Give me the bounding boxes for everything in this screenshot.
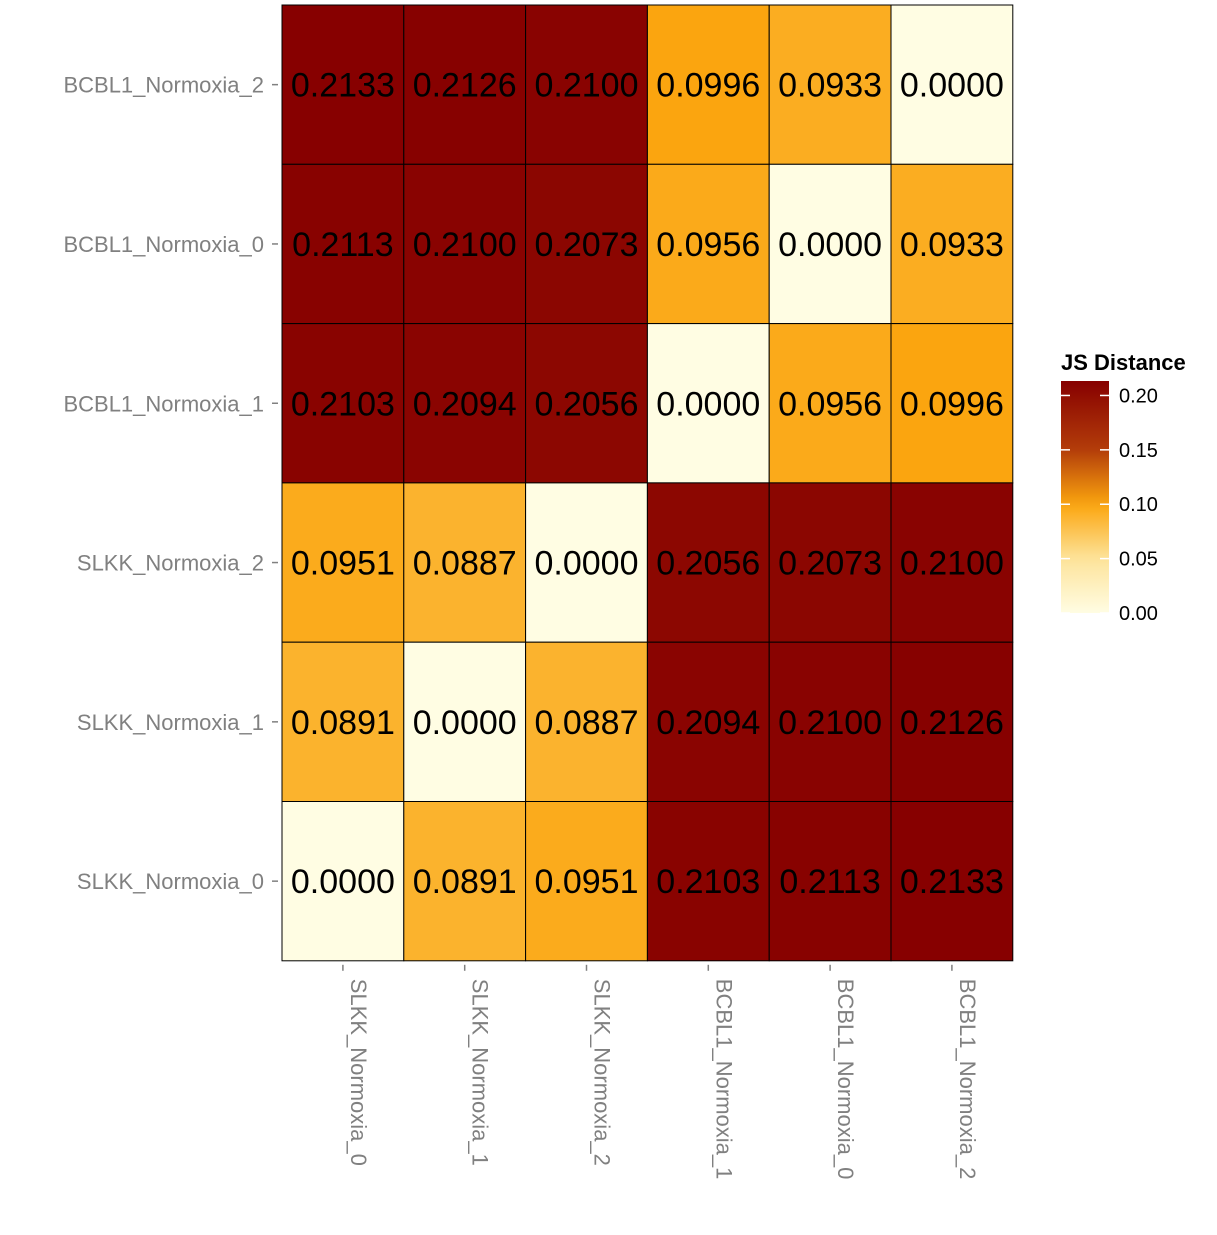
cell-value-label: 0.2126: [900, 704, 1004, 742]
color-legend: JS Distance 0.00 0.05 0.10 0.15 0.20: [1061, 350, 1186, 625]
heatmap-cell: [768, 801, 892, 962]
heatmap-cell: [281, 641, 405, 803]
heatmap-cell: [890, 4, 1014, 165]
y-tick-label: BCBL1_Normoxia_0: [63, 232, 264, 257]
cell-value-label: 0.0000: [535, 545, 639, 583]
heatmap-cell: [890, 323, 1014, 484]
cell-value-label: 0.2100: [778, 704, 882, 742]
heatmap-cell: [403, 323, 527, 484]
legend-tick-label: 0.20: [1119, 385, 1158, 407]
cell-value-label: 0.2056: [656, 545, 760, 583]
cell-value-label: 0.0933: [900, 226, 1004, 264]
cell-value-label: 0.2056: [535, 385, 639, 423]
heatmap-cell: [890, 801, 1014, 962]
legend-colorbar: [1061, 381, 1109, 613]
y-tick-label: SLKK_Normoxia_1: [77, 710, 264, 735]
cell-value-label: 0.2126: [413, 67, 517, 105]
heatmap-cell: [768, 4, 892, 165]
cell-value-label: 0.0956: [778, 385, 882, 423]
cell-value-label: 0.0000: [656, 385, 760, 423]
legend-tick-label: 0.00: [1119, 603, 1158, 625]
heatmap-cell-labels: 0.2133 0.2126 0.2100 0.0996 0.0933 0.0000 0.21…: [291, 67, 1004, 902]
heatmap-cell: [281, 323, 405, 484]
x-tick-label: SLKK_Normoxia_0: [346, 979, 371, 1166]
cell-value-label: 0.0891: [413, 863, 517, 901]
heatmap-cell: [646, 323, 770, 484]
cell-value-label: 0.2094: [656, 704, 760, 742]
cell-value-label: 0.0891: [291, 704, 395, 742]
cell-value-label: 0.2113: [779, 863, 880, 901]
x-tick-label: SLKK_Normoxia_1: [468, 979, 493, 1166]
cell-value-label: 0.2073: [535, 226, 639, 264]
cell-value-label: 0.0887: [413, 545, 517, 583]
cell-value-label: 0.2100: [535, 67, 639, 105]
x-tick-label: SLKK_Normoxia_2: [590, 979, 615, 1166]
heatmap-cell: [768, 323, 892, 484]
y-tick-label: SLKK_Normoxia_0: [77, 869, 264, 894]
cell-value-label: 0.2113: [292, 226, 393, 264]
heatmap-cell: [646, 641, 770, 803]
cell-value-label: 0.0996: [900, 385, 1004, 423]
y-tick-label: SLKK_Normoxia_2: [77, 551, 264, 576]
legend-title: JS Distance: [1061, 350, 1186, 375]
heatmap-cell: [768, 482, 892, 643]
heatmap-cell: [646, 4, 770, 165]
cell-value-label: 0.2100: [900, 545, 1004, 583]
cell-value-label: 0.2103: [291, 385, 395, 423]
cell-value-label: 0.0000: [291, 863, 395, 901]
heatmap-cell: [525, 641, 648, 803]
heatmap-cells: [281, 4, 1014, 962]
heatmap-cell: [403, 482, 527, 643]
cell-value-label: 0.0951: [535, 863, 639, 901]
heatmap-cell: [525, 482, 648, 643]
cell-value-label: 0.0956: [656, 226, 760, 264]
y-axis: BCBL1_Normoxia_2 BCBL1_Normoxia_0 BCBL1_No…: [63, 73, 278, 894]
x-tick-label: BCBL1_Normoxia_2: [955, 979, 980, 1180]
cell-value-label: 0.2133: [900, 863, 1004, 901]
heatmap-cell: [281, 482, 405, 643]
legend-tick-label: 0.10: [1119, 494, 1158, 516]
cell-value-label: 0.0887: [535, 704, 639, 742]
heatmap-cell: [646, 801, 770, 962]
y-tick-label: BCBL1_Normoxia_1: [63, 391, 264, 416]
x-axis: SLKK_Normoxia_0 SLKK_Normoxia_1 SLKK_Normo…: [342, 964, 980, 1180]
x-tick-label: BCBL1_Normoxia_1: [711, 979, 736, 1180]
cell-value-label: 0.2133: [291, 67, 395, 105]
heatmap-cell: [768, 641, 892, 803]
cell-value-label: 0.0996: [656, 67, 760, 105]
legend-tick-label: 0.05: [1119, 549, 1158, 571]
heatmap-cell: [890, 482, 1014, 643]
cell-value-label: 0.2094: [413, 385, 517, 423]
heatmap-cell: [890, 163, 1014, 325]
heatmap-cell: [525, 4, 648, 165]
heatmap-cell: [525, 323, 648, 484]
cell-value-label: 0.2073: [778, 545, 882, 583]
heatmap-cell: [890, 641, 1014, 803]
cell-value-label: 0.0000: [900, 67, 1004, 105]
cell-value-label: 0.0951: [291, 545, 395, 583]
legend-ticks: 0.00 0.05 0.10 0.15 0.20: [1061, 385, 1158, 625]
x-tick-label: BCBL1_Normoxia_0: [833, 979, 858, 1180]
legend-tick-label: 0.15: [1119, 440, 1158, 462]
heatmap-cell: [646, 482, 770, 643]
heatmap-cell: [281, 4, 405, 165]
cell-value-label: 0.0000: [778, 226, 882, 264]
heatmap-cell: [403, 163, 527, 325]
cell-value-label: 0.0000: [413, 704, 517, 742]
cell-value-label: 0.2103: [656, 863, 760, 901]
heatmap-cell: [646, 163, 770, 325]
cell-value-label: 0.0933: [778, 67, 882, 105]
heatmap-cell: [281, 801, 405, 962]
y-tick-label: BCBL1_Normoxia_2: [63, 73, 264, 98]
cell-value-label: 0.2100: [413, 226, 517, 264]
heatmap-cell: [403, 4, 527, 165]
